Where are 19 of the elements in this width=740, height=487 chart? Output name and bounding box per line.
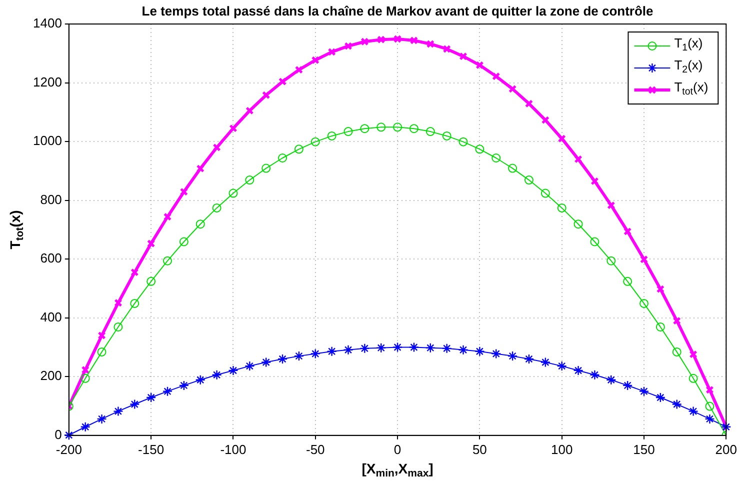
x-tick-label: -100 [220, 442, 246, 457]
chart-title: Le temps total passé dans la chaîne de Markov avant de quitter la zone de contrôle [142, 4, 654, 19]
x-tick-label: 100 [550, 442, 573, 457]
y-tick-label: 200 [40, 368, 62, 384]
y-tick-label: 0 [54, 426, 62, 442]
x-tick-label: 200 [715, 442, 738, 457]
y-tick-label: 1000 [33, 133, 62, 148]
y-tick-label: 1200 [33, 74, 62, 90]
y-tick-label: 1400 [33, 16, 62, 31]
x-tick-label: 150 [633, 442, 655, 457]
y-axis-title: Ttot(x) [6, 210, 26, 250]
x-tick-label: -200 [56, 442, 82, 457]
x-tick-label: 50 [472, 442, 487, 457]
y-tick-label: 800 [40, 192, 62, 207]
x-tick-label: -50 [306, 442, 325, 457]
y-tick-label: 400 [40, 309, 62, 324]
x-tick-label: 0 [394, 442, 402, 457]
x-tick-label: -150 [138, 442, 164, 457]
y-tick-label: 600 [40, 250, 62, 266]
